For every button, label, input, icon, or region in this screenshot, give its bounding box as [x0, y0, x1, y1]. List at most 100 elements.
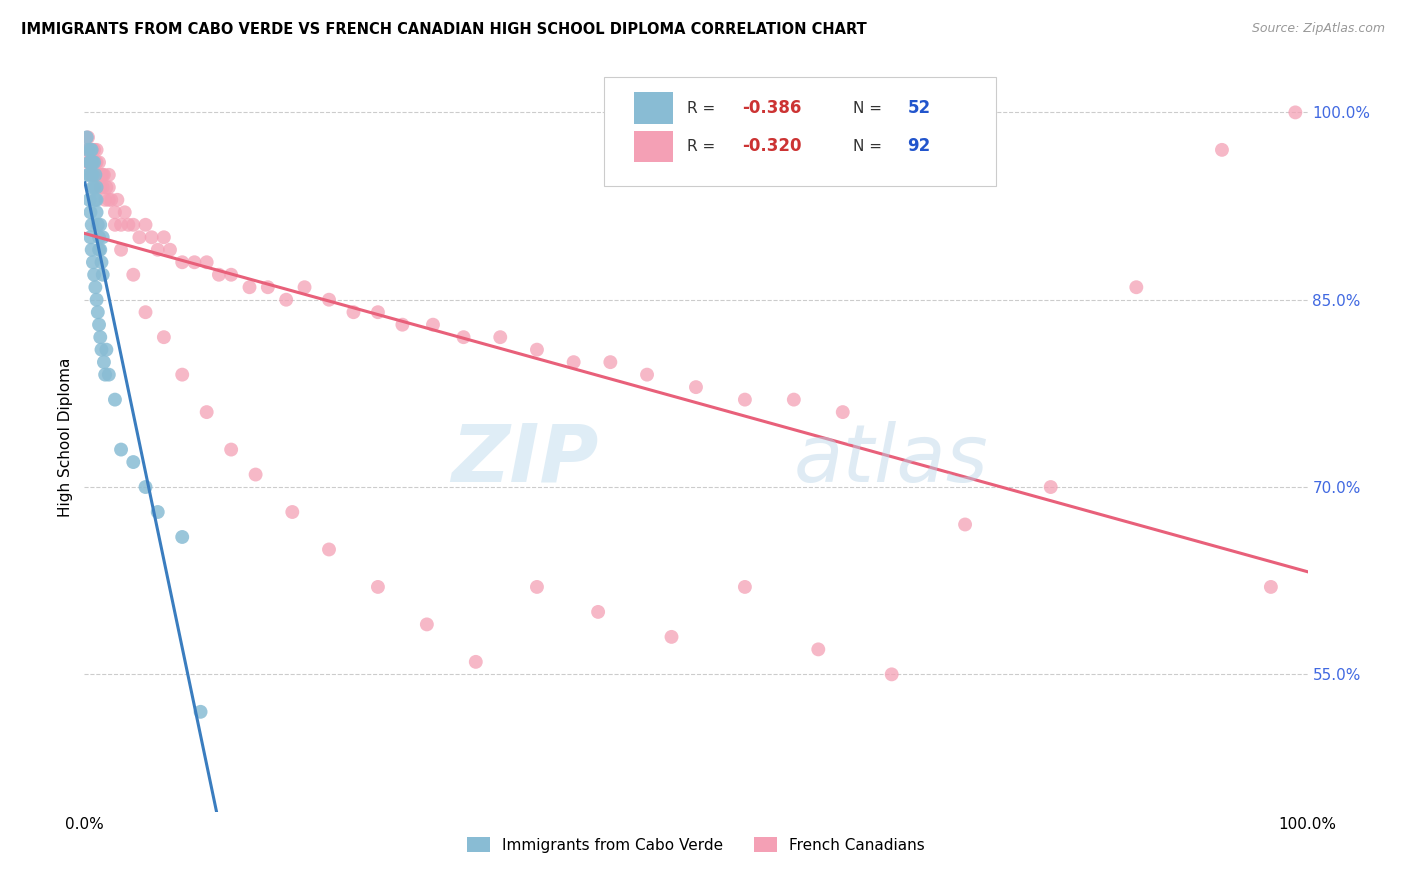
- FancyBboxPatch shape: [605, 78, 995, 186]
- Point: [90, 168, 112, 182]
- Point: [77, 168, 100, 182]
- Point: [367, 305, 389, 319]
- Point: [114, 205, 136, 219]
- Point: [83, 143, 105, 157]
- Point: [79, 143, 101, 157]
- Point: [80, 143, 103, 157]
- Point: [76, 143, 98, 157]
- Point: [89, 243, 111, 257]
- Text: N =: N =: [852, 101, 886, 116]
- Point: [104, 205, 127, 219]
- Point: [91, 168, 114, 182]
- Text: atlas: atlas: [794, 420, 988, 499]
- Point: [89, 330, 111, 344]
- Point: [159, 243, 181, 257]
- Point: [79, 155, 101, 169]
- Point: [153, 330, 176, 344]
- Point: [190, 705, 212, 719]
- Point: [245, 467, 267, 482]
- Point: [734, 392, 756, 407]
- Point: [586, 605, 609, 619]
- Point: [105, 193, 128, 207]
- Point: [172, 368, 194, 382]
- Point: [96, 180, 118, 194]
- Point: [318, 542, 340, 557]
- Point: [807, 642, 830, 657]
- Point: [734, 580, 756, 594]
- Point: [91, 268, 114, 282]
- Point: [831, 405, 853, 419]
- Point: [94, 368, 117, 382]
- Point: [183, 255, 205, 269]
- Text: -0.320: -0.320: [742, 137, 801, 155]
- Point: [141, 230, 163, 244]
- Point: [84, 193, 107, 207]
- Point: [122, 218, 145, 232]
- Point: [219, 268, 242, 282]
- Point: [79, 143, 101, 157]
- Point: [76, 130, 98, 145]
- Point: [86, 168, 108, 182]
- Point: [153, 230, 176, 244]
- Bar: [634, 93, 672, 124]
- Point: [77, 143, 100, 157]
- Point: [100, 193, 122, 207]
- Point: [97, 180, 120, 194]
- Point: [97, 168, 120, 182]
- Point: [135, 305, 157, 319]
- Point: [104, 218, 127, 232]
- Point: [83, 155, 105, 169]
- Point: [89, 180, 111, 194]
- Point: [91, 180, 114, 194]
- Point: [135, 218, 157, 232]
- Point: [1211, 143, 1233, 157]
- Point: [128, 230, 150, 244]
- Point: [77, 193, 100, 207]
- Point: [416, 617, 439, 632]
- Point: [391, 318, 413, 332]
- Point: [97, 368, 120, 382]
- Point: [86, 193, 108, 207]
- Point: [661, 630, 683, 644]
- Text: IMMIGRANTS FROM CABO VERDE VS FRENCH CANADIAN HIGH SCHOOL DIPLOMA CORRELATION CH: IMMIGRANTS FROM CABO VERDE VS FRENCH CAN…: [21, 22, 868, 37]
- Point: [87, 305, 110, 319]
- Point: [526, 580, 548, 594]
- Point: [110, 243, 132, 257]
- Point: [93, 355, 115, 369]
- Point: [94, 193, 117, 207]
- Point: [87, 155, 110, 169]
- Point: [953, 517, 976, 532]
- Point: [83, 268, 105, 282]
- Point: [422, 318, 444, 332]
- Legend: Immigrants from Cabo Verde, French Canadians: Immigrants from Cabo Verde, French Canad…: [460, 829, 932, 860]
- Text: 92: 92: [908, 137, 931, 155]
- Point: [79, 230, 101, 244]
- Point: [80, 218, 103, 232]
- Point: [1039, 480, 1062, 494]
- Point: [77, 130, 100, 145]
- Text: -0.386: -0.386: [742, 99, 801, 117]
- Point: [77, 155, 100, 169]
- Point: [93, 168, 115, 182]
- Point: [82, 155, 104, 169]
- Text: R =: R =: [688, 139, 720, 153]
- Point: [77, 143, 100, 157]
- Point: [219, 442, 242, 457]
- Point: [104, 392, 127, 407]
- Point: [89, 218, 111, 232]
- Point: [90, 343, 112, 357]
- Point: [80, 143, 103, 157]
- Point: [83, 168, 105, 182]
- Point: [80, 168, 103, 182]
- Point: [87, 230, 110, 244]
- Point: [464, 655, 486, 669]
- Point: [783, 392, 806, 407]
- Point: [146, 505, 169, 519]
- Point: [86, 143, 108, 157]
- Point: [1260, 580, 1282, 594]
- Point: [80, 155, 103, 169]
- Point: [599, 355, 621, 369]
- Point: [1284, 105, 1306, 120]
- Y-axis label: High School Diploma: High School Diploma: [58, 358, 73, 516]
- Point: [90, 255, 112, 269]
